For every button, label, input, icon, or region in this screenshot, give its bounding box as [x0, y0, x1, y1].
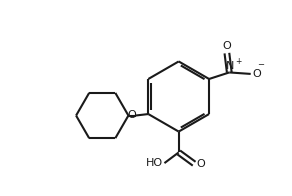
Text: N: N	[225, 61, 234, 71]
Text: O: O	[196, 159, 205, 169]
Text: −: −	[257, 60, 264, 69]
Text: +: +	[235, 57, 241, 66]
Text: O: O	[223, 41, 231, 51]
Text: HO: HO	[145, 158, 163, 168]
Text: O: O	[252, 69, 261, 79]
Text: O: O	[128, 110, 136, 120]
